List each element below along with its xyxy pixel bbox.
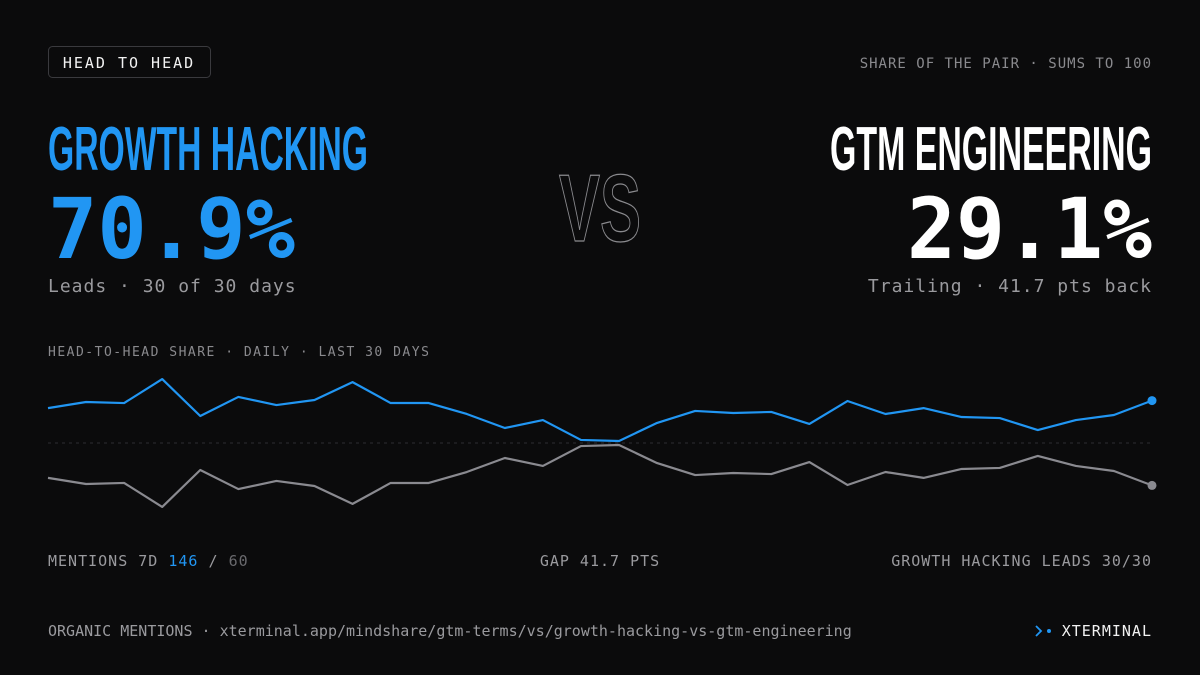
mentions: MENTIONS 7D 146 / 60 bbox=[48, 552, 249, 570]
mentions-separator: / bbox=[209, 552, 219, 570]
vs-label: VS bbox=[559, 155, 641, 262]
footer-text: ORGANIC MENTIONS · xterminal.app/mindsha… bbox=[48, 622, 852, 640]
badge-box bbox=[48, 46, 211, 78]
end-marker bbox=[1147, 480, 1157, 490]
logo-chevron bbox=[1035, 625, 1043, 637]
brand: XTERMINAL bbox=[1062, 622, 1152, 640]
series-line bbox=[47, 378, 1153, 443]
right-share: 29.1% bbox=[907, 180, 1152, 278]
footer-source: ORGANIC MENTIONS · bbox=[48, 622, 211, 640]
right-name: GTM ENGINEERING bbox=[830, 115, 1152, 184]
chart-title: HEAD-TO-HEAD SHARE · DAILY · LAST 30 DAY… bbox=[48, 345, 430, 360]
series-line bbox=[47, 443, 1153, 508]
left-share: 70.9% bbox=[48, 180, 295, 278]
footer-url: xterminal.app/mindshare/gtm-terms/vs/gro… bbox=[220, 622, 852, 640]
plot bbox=[47, 378, 1157, 508]
mentions-right: 60 bbox=[229, 552, 249, 570]
lead: GROWTH HACKING LEADS 30/30 bbox=[891, 552, 1152, 570]
brand-logo bbox=[1035, 625, 1051, 637]
right-note: Trailing · 41.7 pts back bbox=[868, 276, 1152, 297]
mentions-left: 146 bbox=[168, 552, 198, 570]
logo-dot bbox=[1047, 629, 1051, 633]
left-note: Leads · 30 of 30 days bbox=[48, 276, 297, 297]
end-marker bbox=[1147, 396, 1157, 406]
left-name: GROWTH HACKING bbox=[48, 115, 368, 184]
badge: HEAD TO HEAD bbox=[63, 54, 195, 72]
caption: SHARE OF THE PAIR · SUMS TO 100 bbox=[860, 56, 1152, 72]
mentions-label: MENTIONS 7D bbox=[48, 552, 158, 570]
gap: GAP 41.7 PTS bbox=[540, 552, 660, 570]
